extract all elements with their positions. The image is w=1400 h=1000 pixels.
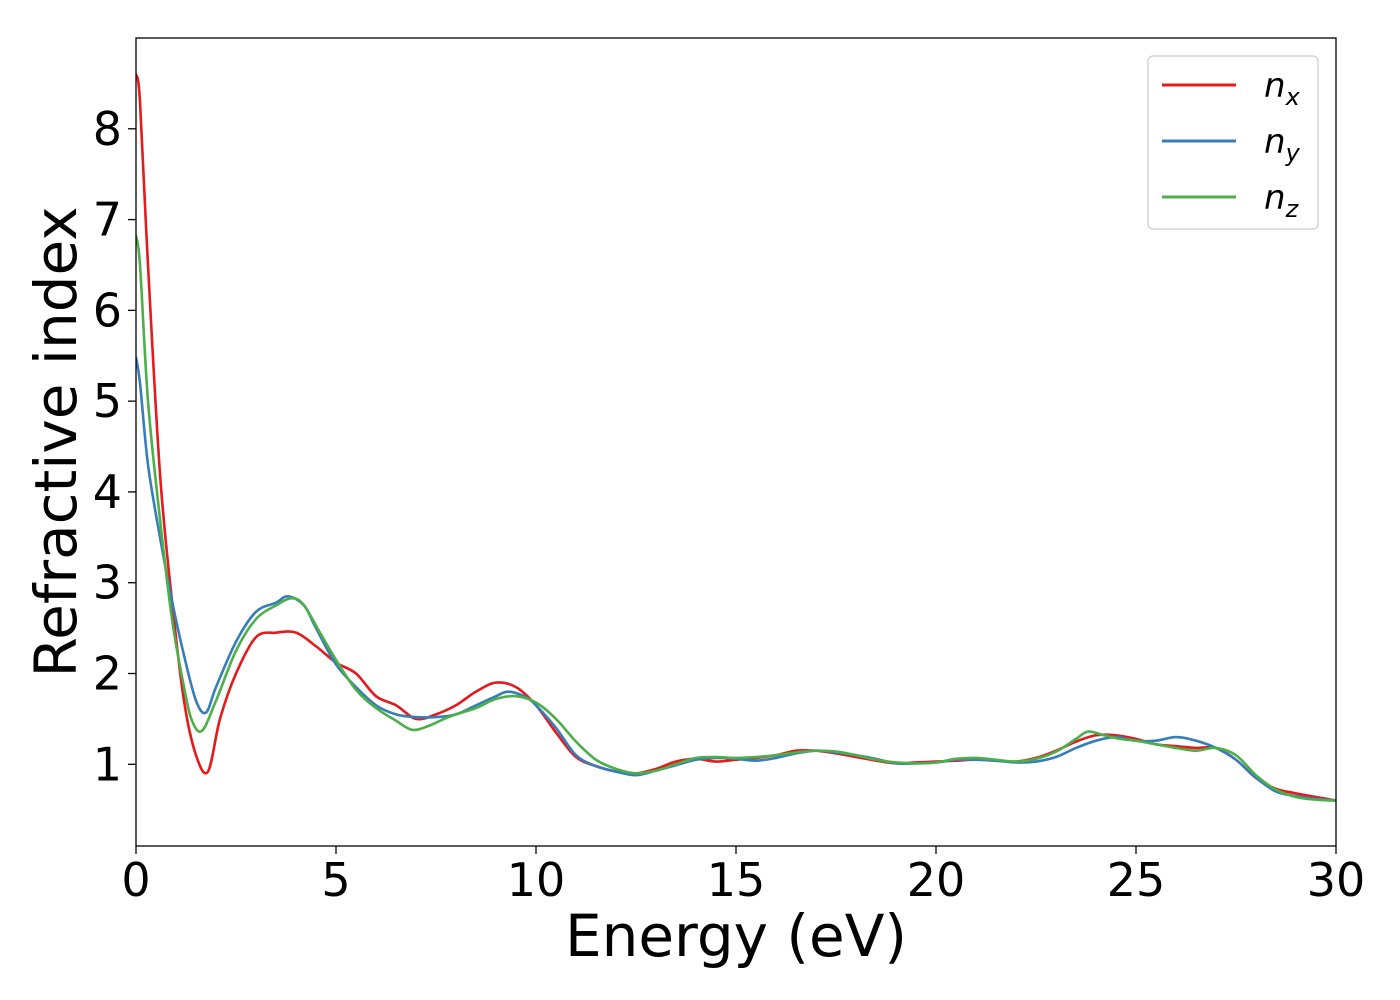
legend-label-subscript: x — [1285, 83, 1301, 111]
x-tick-label: 30 — [1307, 853, 1366, 907]
legend-label-base: n — [1264, 178, 1286, 218]
y-tick-label: 2 — [93, 647, 122, 701]
x-tick-label: 25 — [1107, 853, 1166, 907]
legend-label-base: n — [1264, 122, 1286, 162]
y-tick-label: 4 — [93, 465, 122, 519]
x-tick-label: 20 — [907, 853, 966, 907]
series-layer — [136, 73, 1336, 802]
x-axis: 0 5 10 15 20 25 30 — [121, 846, 1365, 907]
legend-label-z: nz — [1264, 178, 1300, 223]
x-tick-label: 0 — [121, 853, 150, 907]
series-line-x — [136, 73, 1336, 802]
y-axis-title: Refractive index — [22, 206, 90, 677]
y-tick-label: 8 — [93, 102, 122, 156]
y-tick-label: 1 — [93, 737, 122, 791]
legend-label-x: nx — [1264, 66, 1301, 111]
legend-label-y: ny — [1264, 122, 1301, 167]
legend-label-base: n — [1264, 66, 1286, 106]
legend-label-subscript: z — [1285, 195, 1300, 223]
x-axis-title: Energy (eV) — [565, 902, 907, 970]
legend-label-subscript: y — [1285, 139, 1301, 167]
y-tick-label: 3 — [93, 556, 122, 610]
y-tick-label: 7 — [93, 193, 122, 247]
y-axis: 1 2 3 4 5 6 7 8 — [93, 102, 136, 791]
x-tick-label: 5 — [321, 853, 350, 907]
y-tick-label: 6 — [93, 283, 122, 337]
x-tick-label: 15 — [707, 853, 766, 907]
series-line-z — [136, 234, 1336, 802]
x-tick-label: 10 — [507, 853, 566, 907]
y-tick-label: 5 — [93, 374, 122, 428]
